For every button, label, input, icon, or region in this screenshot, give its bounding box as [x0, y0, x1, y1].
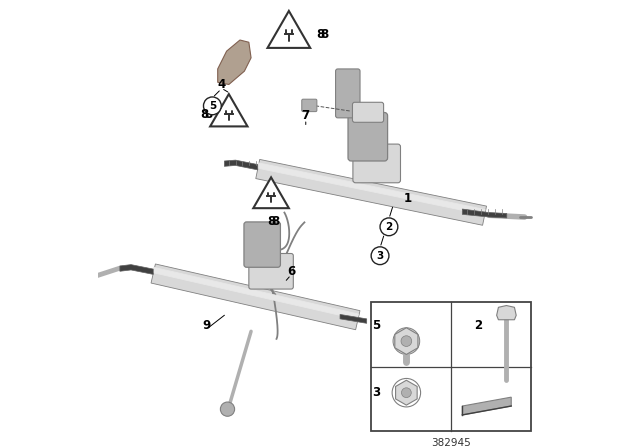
Polygon shape — [225, 160, 258, 170]
Polygon shape — [256, 159, 486, 225]
Polygon shape — [218, 40, 251, 85]
Polygon shape — [268, 11, 310, 48]
Polygon shape — [253, 177, 289, 208]
FancyBboxPatch shape — [335, 69, 360, 118]
Text: 3: 3 — [372, 386, 381, 399]
Polygon shape — [395, 328, 418, 354]
FancyBboxPatch shape — [353, 144, 401, 183]
Polygon shape — [257, 163, 485, 215]
Circle shape — [32, 287, 48, 303]
Circle shape — [371, 247, 389, 265]
Text: 9: 9 — [202, 319, 211, 332]
Circle shape — [393, 328, 420, 354]
Text: 7: 7 — [301, 109, 310, 122]
Circle shape — [220, 402, 235, 416]
Text: 4: 4 — [217, 78, 225, 91]
FancyBboxPatch shape — [244, 222, 280, 267]
Text: 8: 8 — [204, 108, 212, 121]
Polygon shape — [462, 397, 511, 415]
Text: 8: 8 — [320, 28, 328, 41]
Polygon shape — [396, 380, 417, 405]
Polygon shape — [120, 265, 153, 274]
Text: 1: 1 — [404, 192, 412, 205]
Text: 8: 8 — [267, 215, 275, 228]
Text: 2: 2 — [474, 319, 483, 332]
FancyBboxPatch shape — [348, 112, 388, 161]
Text: 8: 8 — [316, 28, 324, 41]
Circle shape — [204, 97, 221, 115]
Text: 5: 5 — [372, 319, 381, 332]
Circle shape — [401, 388, 412, 397]
Bar — [371, 302, 531, 431]
Polygon shape — [497, 306, 516, 320]
Circle shape — [400, 335, 413, 347]
Text: 382945: 382945 — [431, 438, 471, 448]
Polygon shape — [210, 94, 248, 126]
Polygon shape — [462, 209, 507, 218]
Polygon shape — [152, 267, 358, 319]
FancyBboxPatch shape — [249, 254, 293, 289]
Text: 3: 3 — [376, 251, 383, 261]
Circle shape — [401, 336, 412, 346]
FancyBboxPatch shape — [353, 102, 383, 122]
Circle shape — [380, 218, 398, 236]
Polygon shape — [151, 264, 360, 330]
Polygon shape — [340, 314, 367, 323]
Text: 8: 8 — [200, 108, 209, 121]
FancyBboxPatch shape — [302, 99, 317, 112]
Text: 5: 5 — [209, 101, 216, 111]
Text: 8: 8 — [271, 215, 279, 228]
Text: 2: 2 — [385, 222, 392, 232]
Text: 6: 6 — [287, 265, 295, 278]
